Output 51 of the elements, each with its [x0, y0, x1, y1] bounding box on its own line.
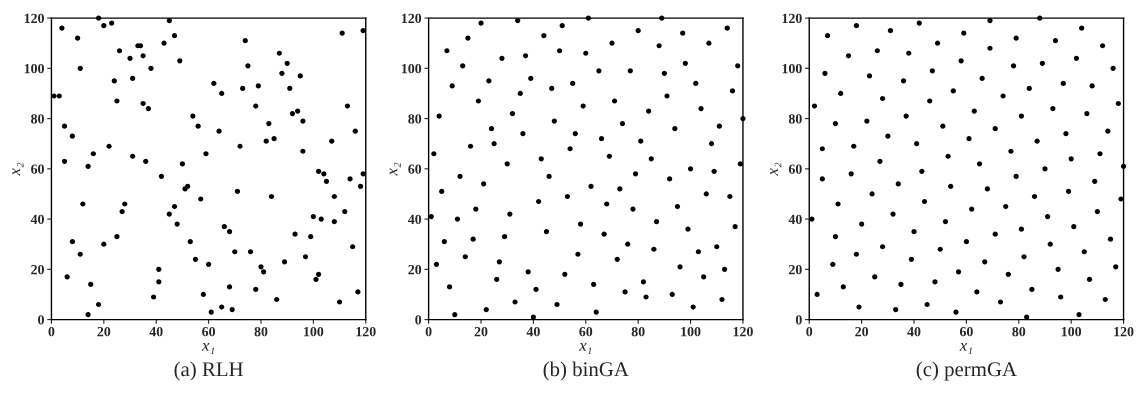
y-tick-label: 0	[38, 315, 44, 325]
x-tick-label: 40	[149, 326, 163, 337]
y-tick-label: 60	[31, 164, 44, 174]
y-tick-label: 40	[788, 214, 802, 225]
x-tick-label: 80	[1012, 326, 1026, 337]
x-tick-label: 60	[579, 326, 593, 337]
x-tick-label: 80	[254, 326, 268, 337]
y-tick-label: 120	[401, 13, 422, 24]
x-tick-label: 0	[806, 326, 813, 337]
x-tick-label: 120	[356, 326, 376, 337]
x-tick-label: 40	[907, 326, 921, 337]
y-axis-title: x₂	[770, 162, 782, 176]
y-tick-label: 100	[401, 63, 422, 74]
y-tick-label: 20	[788, 264, 802, 275]
x-axis-title: x₁	[578, 343, 592, 355]
x-tick-label: 40	[526, 326, 540, 337]
text: (c) permGA	[916, 361, 1017, 381]
x-tick-label: 80	[631, 326, 645, 337]
x-tick-label: 100	[304, 326, 324, 337]
x-tick-label: 100	[1061, 326, 1082, 337]
y-tick-label: 100	[24, 63, 44, 74]
x-tick-label: 0	[425, 326, 432, 337]
y-tick-label: 80	[31, 114, 44, 124]
y-tick-label: 0	[795, 315, 802, 325]
x-tick-label: 120	[1114, 326, 1134, 337]
text: (b) binGA	[543, 361, 629, 381]
y-tick-label: 120	[24, 13, 44, 24]
x-tick-label: 100	[681, 326, 701, 337]
y-tick-label: 60	[408, 164, 422, 174]
y-axis-title: x₂	[389, 162, 401, 176]
y-tick-label: 80	[788, 114, 802, 124]
y-tick-label: 0	[415, 315, 422, 325]
y-axis-title: x₂	[12, 162, 24, 176]
x-tick-label: 120	[733, 326, 753, 337]
text: (a) RLH	[174, 361, 243, 381]
x-axis-title: x₁	[201, 343, 215, 355]
x-axis-title: x₁	[959, 343, 972, 355]
y-tick-label: 40	[407, 214, 422, 225]
x-tick-label: 60	[202, 326, 216, 337]
y-tick-label: 20	[408, 264, 422, 275]
x-tick-label: 60	[959, 326, 973, 337]
y-tick-label: 20	[31, 264, 44, 275]
x-tick-label: 0	[48, 326, 55, 337]
y-tick-label: 80	[408, 114, 422, 124]
x-tick-label: 20	[97, 326, 111, 337]
y-tick-label: 60	[788, 164, 802, 174]
y-tick-label: 100	[782, 63, 802, 74]
y-tick-label: 120	[782, 13, 802, 24]
y-tick-label: 40	[30, 214, 44, 225]
x-tick-label: 20	[474, 326, 488, 337]
x-tick-label: 20	[855, 326, 869, 337]
